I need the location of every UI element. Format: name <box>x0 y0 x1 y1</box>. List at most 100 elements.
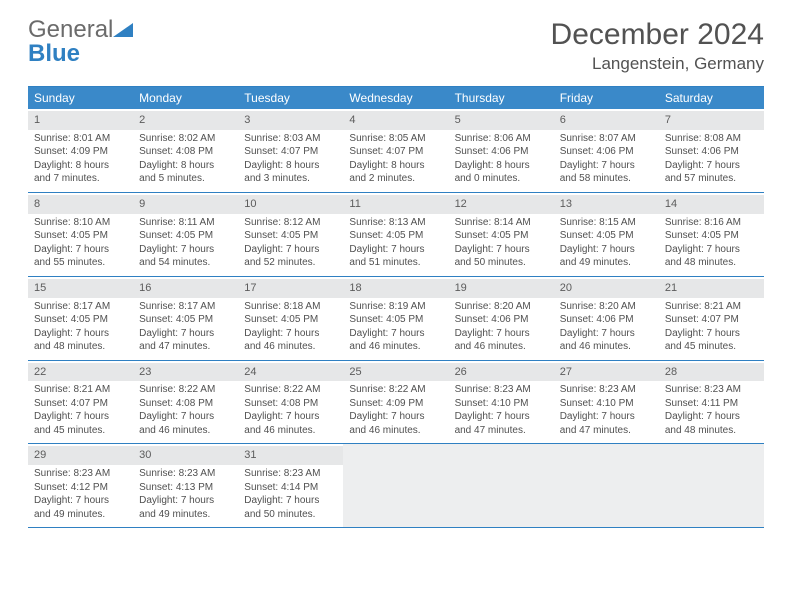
daylight-text: Daylight: 7 hours <box>560 327 653 341</box>
daylight-text: and 7 minutes. <box>34 172 127 186</box>
daylight-text: Daylight: 7 hours <box>665 159 758 173</box>
sunrise-text: Sunrise: 8:21 AM <box>665 300 758 314</box>
calendar-cell: 1Sunrise: 8:01 AMSunset: 4:09 PMDaylight… <box>28 109 133 192</box>
sunrise-text: Sunrise: 8:07 AM <box>560 132 653 146</box>
day-number: 5 <box>449 111 554 130</box>
daylight-text: and 47 minutes. <box>455 424 548 438</box>
daylight-text: Daylight: 7 hours <box>244 410 337 424</box>
daylight-text: Daylight: 8 hours <box>349 159 442 173</box>
daylight-text: and 5 minutes. <box>139 172 232 186</box>
daylight-text: Daylight: 8 hours <box>455 159 548 173</box>
sunrise-text: Sunrise: 8:20 AM <box>455 300 548 314</box>
sunset-text: Sunset: 4:06 PM <box>560 313 653 327</box>
sunrise-text: Sunrise: 8:11 AM <box>139 216 232 230</box>
daylight-text: and 46 minutes. <box>139 424 232 438</box>
sunset-text: Sunset: 4:10 PM <box>560 397 653 411</box>
day-header-sun: Sunday <box>28 87 133 109</box>
day-header-fri: Friday <box>554 87 659 109</box>
day-number: 1 <box>28 111 133 130</box>
sunrise-text: Sunrise: 8:22 AM <box>244 383 337 397</box>
daylight-text: and 45 minutes. <box>665 340 758 354</box>
sunset-text: Sunset: 4:05 PM <box>455 229 548 243</box>
sunset-text: Sunset: 4:08 PM <box>244 397 337 411</box>
day-number: 16 <box>133 279 238 298</box>
calendar-cell: 26Sunrise: 8:23 AMSunset: 4:10 PMDayligh… <box>449 361 554 444</box>
day-number <box>659 446 764 465</box>
calendar-cell: 18Sunrise: 8:19 AMSunset: 4:05 PMDayligh… <box>343 277 448 360</box>
day-number: 25 <box>343 363 448 382</box>
sunset-text: Sunset: 4:05 PM <box>244 313 337 327</box>
sunset-text: Sunset: 4:09 PM <box>34 145 127 159</box>
logo-gray: General <box>28 16 113 43</box>
calendar-cell: 5 Sunrise: 8:06 AMSunset: 4:06 PMDaylight… <box>449 109 554 192</box>
daylight-text: Daylight: 7 hours <box>349 410 442 424</box>
sunrise-text: Sunrise: 8:06 AM <box>455 132 548 146</box>
sunrise-text: Sunrise: 8:23 AM <box>139 467 232 481</box>
sunset-text: Sunset: 4:05 PM <box>139 313 232 327</box>
sunrise-text: Sunrise: 8:03 AM <box>244 132 337 146</box>
sunset-text: Sunset: 4:09 PM <box>349 397 442 411</box>
sunrise-text: Sunrise: 8:23 AM <box>34 467 127 481</box>
day-header-row: Sunday Monday Tuesday Wednesday Thursday… <box>28 87 764 109</box>
sunset-text: Sunset: 4:12 PM <box>34 481 127 495</box>
daylight-text: Daylight: 8 hours <box>244 159 337 173</box>
sunrise-text: Sunrise: 8:23 AM <box>560 383 653 397</box>
day-number: 9 <box>133 195 238 214</box>
day-number: 18 <box>343 279 448 298</box>
week-row: 1Sunrise: 8:01 AMSunset: 4:09 PMDaylight… <box>28 109 764 193</box>
calendar-cell: 7Sunrise: 8:08 AMSunset: 4:06 PMDaylight… <box>659 109 764 192</box>
daylight-text: Daylight: 7 hours <box>665 410 758 424</box>
sunset-text: Sunset: 4:08 PM <box>139 397 232 411</box>
day-number: 2 <box>133 111 238 130</box>
day-number: 14 <box>659 195 764 214</box>
daylight-text: and 49 minutes. <box>34 508 127 522</box>
sunrise-text: Sunrise: 8:22 AM <box>349 383 442 397</box>
day-number: 3 <box>238 111 343 130</box>
daylight-text: Daylight: 7 hours <box>349 327 442 341</box>
calendar-cell: 4Sunrise: 8:05 AMSunset: 4:07 PMDaylight… <box>343 109 448 192</box>
sunrise-text: Sunrise: 8:02 AM <box>139 132 232 146</box>
calendar-cell-empty <box>659 444 764 527</box>
calendar-cell: 30Sunrise: 8:23 AMSunset: 4:13 PMDayligh… <box>133 444 238 527</box>
daylight-text: and 3 minutes. <box>244 172 337 186</box>
calendar-cell: 12Sunrise: 8:14 AMSunset: 4:05 PMDayligh… <box>449 193 554 276</box>
sunset-text: Sunset: 4:05 PM <box>34 229 127 243</box>
calendar-cell-empty <box>449 444 554 527</box>
calendar-cell: 9Sunrise: 8:11 AMSunset: 4:05 PMDaylight… <box>133 193 238 276</box>
daylight-text: and 50 minutes. <box>244 508 337 522</box>
day-number <box>554 446 659 465</box>
sunset-text: Sunset: 4:06 PM <box>455 313 548 327</box>
sunrise-text: Sunrise: 8:20 AM <box>560 300 653 314</box>
daylight-text: Daylight: 7 hours <box>560 159 653 173</box>
sunrise-text: Sunrise: 8:13 AM <box>349 216 442 230</box>
sunset-text: Sunset: 4:14 PM <box>244 481 337 495</box>
day-number <box>343 446 448 465</box>
day-number: 10 <box>238 195 343 214</box>
daylight-text: Daylight: 7 hours <box>34 243 127 257</box>
calendar-cell: 13Sunrise: 8:15 AMSunset: 4:05 PMDayligh… <box>554 193 659 276</box>
calendar-cell: 23Sunrise: 8:22 AMSunset: 4:08 PMDayligh… <box>133 361 238 444</box>
sunset-text: Sunset: 4:10 PM <box>455 397 548 411</box>
sunset-text: Sunset: 4:13 PM <box>139 481 232 495</box>
daylight-text: Daylight: 7 hours <box>455 410 548 424</box>
daylight-text: and 46 minutes. <box>455 340 548 354</box>
sunset-text: Sunset: 4:06 PM <box>455 145 548 159</box>
header: General Blue December 2024 Langenstein, … <box>28 18 764 74</box>
calendar-cell: 25Sunrise: 8:22 AMSunset: 4:09 PMDayligh… <box>343 361 448 444</box>
daylight-text: Daylight: 7 hours <box>244 494 337 508</box>
daylight-text: and 0 minutes. <box>455 172 548 186</box>
calendar-cell: 28Sunrise: 8:23 AMSunset: 4:11 PMDayligh… <box>659 361 764 444</box>
day-number: 31 <box>238 446 343 465</box>
sunrise-text: Sunrise: 8:15 AM <box>560 216 653 230</box>
day-number: 15 <box>28 279 133 298</box>
calendar-cell: 16Sunrise: 8:17 AMSunset: 4:05 PMDayligh… <box>133 277 238 360</box>
page-title: December 2024 <box>551 18 764 52</box>
daylight-text: and 54 minutes. <box>139 256 232 270</box>
day-number: 12 <box>449 195 554 214</box>
day-number: 20 <box>554 279 659 298</box>
sunset-text: Sunset: 4:11 PM <box>665 397 758 411</box>
sunrise-text: Sunrise: 8:23 AM <box>455 383 548 397</box>
calendar-cell: 3Sunrise: 8:03 AMSunset: 4:07 PMDaylight… <box>238 109 343 192</box>
day-number: 22 <box>28 363 133 382</box>
daylight-text: and 48 minutes. <box>34 340 127 354</box>
